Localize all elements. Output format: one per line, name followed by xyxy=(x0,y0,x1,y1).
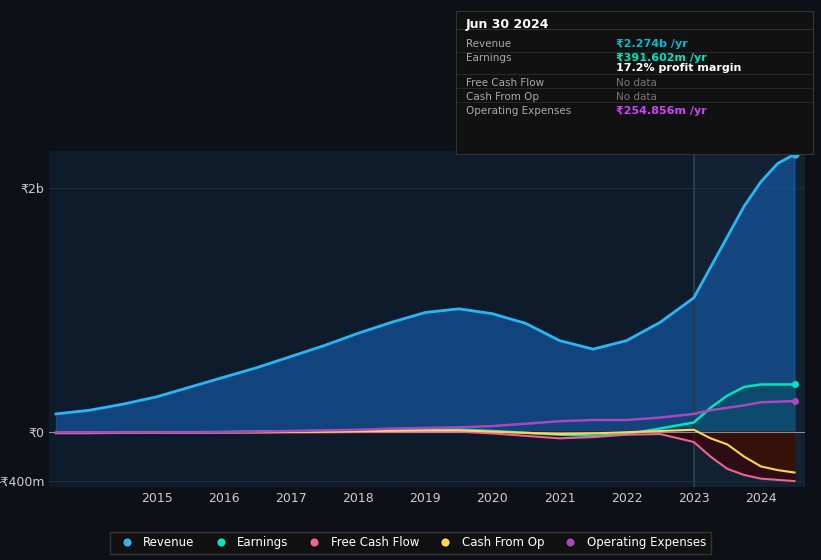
Text: Cash From Op: Cash From Op xyxy=(466,92,539,102)
Bar xyxy=(694,151,805,487)
Text: ₹254.856m /yr: ₹254.856m /yr xyxy=(616,106,707,116)
Text: ₹2.274b /yr: ₹2.274b /yr xyxy=(616,39,687,49)
Text: Operating Expenses: Operating Expenses xyxy=(466,106,571,116)
Text: Jun 30 2024: Jun 30 2024 xyxy=(466,18,549,31)
Text: 17.2% profit margin: 17.2% profit margin xyxy=(616,63,741,73)
Text: Free Cash Flow: Free Cash Flow xyxy=(466,78,544,88)
Text: No data: No data xyxy=(616,92,657,102)
Legend: Revenue, Earnings, Free Cash Flow, Cash From Op, Operating Expenses: Revenue, Earnings, Free Cash Flow, Cash … xyxy=(110,531,711,554)
Text: Earnings: Earnings xyxy=(466,53,511,63)
Text: No data: No data xyxy=(616,78,657,88)
Text: Revenue: Revenue xyxy=(466,39,511,49)
Text: ₹391.602m /yr: ₹391.602m /yr xyxy=(616,53,707,63)
